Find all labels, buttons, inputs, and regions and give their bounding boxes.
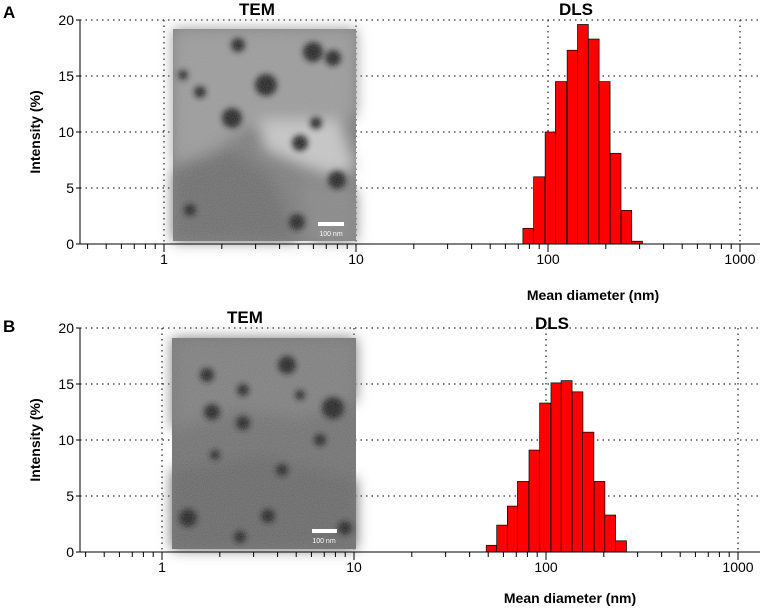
x-tick-label-b-1: 10 bbox=[346, 559, 362, 575]
dls-bar-b-3 bbox=[517, 481, 530, 553]
dls-bar-a-8 bbox=[609, 152, 622, 245]
dls-bar-a-5 bbox=[577, 24, 589, 245]
dls-bar-a-7 bbox=[598, 81, 611, 245]
y-axis-label-b: Intensity (%) bbox=[27, 398, 43, 481]
panel-a: A bbox=[3, 0, 760, 303]
y-tick-label-b-4: 20 bbox=[58, 320, 74, 336]
dls-bar-b-0 bbox=[485, 544, 498, 553]
y-tick-label-a-0: 0 bbox=[66, 236, 74, 252]
dls-bars-a bbox=[522, 24, 643, 245]
dls-title-b: DLS bbox=[535, 314, 569, 333]
panel-letter-b: B bbox=[3, 317, 15, 336]
y-tick-label-a-1: 5 bbox=[66, 180, 74, 196]
dls-bar-b-1 bbox=[496, 524, 508, 553]
y-tick-label-a-2: 10 bbox=[58, 124, 74, 140]
y-tick-label-a-4: 20 bbox=[58, 12, 74, 28]
tem-image-a: 100 nm bbox=[173, 29, 356, 241]
y-tick-label-b-1: 5 bbox=[66, 488, 74, 504]
scale-bar-a bbox=[318, 222, 344, 226]
y-tick-label-b-3: 15 bbox=[58, 376, 74, 392]
dls-bar-b-2 bbox=[507, 505, 519, 553]
y-tick-label-b-0: 0 bbox=[66, 544, 74, 560]
grid-a bbox=[80, 19, 760, 244]
dls-bar-b-9 bbox=[582, 431, 595, 553]
dls-bar-b-12 bbox=[615, 540, 627, 553]
dls-bar-a-1 bbox=[533, 176, 546, 245]
dls-bar-b-4 bbox=[528, 449, 541, 553]
dls-title-a: DLS bbox=[559, 0, 593, 19]
scale-bar-label-a: 100 nm bbox=[319, 231, 343, 238]
dls-bar-b-8 bbox=[571, 391, 584, 553]
x-tick-label-a-1: 10 bbox=[348, 251, 364, 267]
x-tick-label-b-2: 100 bbox=[534, 559, 558, 575]
x-tick-label-a-2: 100 bbox=[536, 251, 560, 267]
dls-bars-b bbox=[485, 380, 627, 553]
dls-bar-b-7 bbox=[560, 380, 573, 553]
axes-b: 0 5 10 15 20 1 10 100 1000 bbox=[58, 320, 760, 575]
x-tick-label-b-0: 1 bbox=[158, 559, 166, 575]
x-axis-label-b: Mean diameter (nm) bbox=[504, 590, 636, 606]
dls-bar-b-5 bbox=[539, 402, 552, 553]
dls-bar-a-3 bbox=[555, 81, 568, 245]
y-tick-label-b-2: 10 bbox=[58, 432, 74, 448]
dls-bar-b-10 bbox=[593, 481, 606, 553]
dls-bar-a-2 bbox=[544, 131, 557, 245]
tem-title-a: TEM bbox=[239, 0, 275, 19]
scale-bar-label-b: 100 nm bbox=[312, 538, 336, 545]
grid-b bbox=[80, 327, 760, 552]
axes-a: 0 5 10 15 20 1 10 100 1000 bbox=[58, 12, 760, 267]
dls-bar-a-6 bbox=[587, 38, 600, 245]
panel-letter-a: A bbox=[3, 3, 15, 22]
dls-bar-b-6 bbox=[550, 382, 562, 553]
scale-bar-b bbox=[312, 529, 337, 533]
x-axis-label-a: Mean diameter (nm) bbox=[527, 287, 659, 303]
tem-title-b: TEM bbox=[227, 308, 263, 327]
dls-bar-b-11 bbox=[604, 514, 616, 553]
dls-bar-a-9 bbox=[620, 210, 633, 245]
x-tick-label-b-3: 1000 bbox=[722, 559, 753, 575]
panel-b: B bbox=[3, 308, 760, 606]
dls-bar-a-0 bbox=[522, 227, 535, 245]
x-tick-label-a-0: 1 bbox=[160, 251, 168, 267]
tem-image-b: 100 nm bbox=[172, 338, 356, 549]
dls-bar-a-4 bbox=[566, 49, 579, 245]
y-axis-label-a: Intensity (%) bbox=[27, 90, 43, 173]
x-tick-label-a-3: 1000 bbox=[724, 251, 755, 267]
y-tick-label-a-3: 15 bbox=[58, 68, 74, 84]
